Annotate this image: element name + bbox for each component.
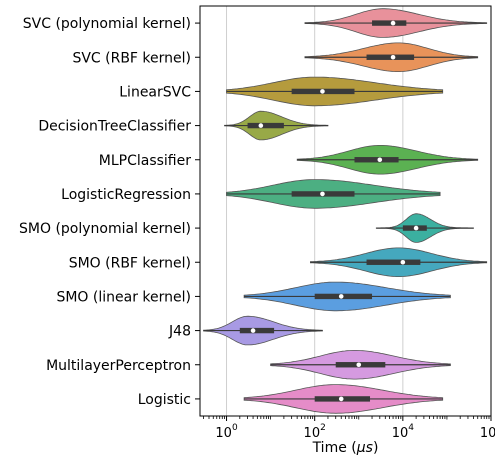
x-tick-label: 100 xyxy=(215,423,238,441)
violin-median xyxy=(390,20,396,26)
violin-6 xyxy=(375,213,474,243)
violin-median xyxy=(320,191,325,197)
violin-iqr-box xyxy=(247,122,284,129)
violin-5 xyxy=(226,179,441,209)
violin-4 xyxy=(296,144,479,175)
y-tick-label: LinearSVC xyxy=(119,84,191,100)
violin-3 xyxy=(224,110,329,141)
violin-9 xyxy=(203,315,323,346)
violin-median xyxy=(390,54,396,60)
violin-iqr-box xyxy=(366,54,415,60)
violin-median xyxy=(250,328,256,333)
y-tick-label: SMO (polynomial kernel) xyxy=(19,221,191,237)
x-tick-exponent: 4 xyxy=(408,423,414,433)
x-tick-base: 10 xyxy=(480,426,495,441)
violin-median xyxy=(377,157,383,163)
y-tick-label: J48 xyxy=(168,324,191,340)
y-tick-label: SMO (linear kernel) xyxy=(56,289,191,305)
violin-11 xyxy=(243,384,444,414)
violin-0 xyxy=(304,8,488,38)
x-axis-label-unit: μs xyxy=(356,440,373,456)
violin-iqr-box xyxy=(366,259,421,265)
y-tick-label: MLPClassifier xyxy=(99,153,191,169)
y-tick-label: DecisionTreeClassifier xyxy=(38,119,191,135)
violin-iqr-box xyxy=(372,20,407,26)
x-tick-label: 106 xyxy=(480,423,495,441)
y-tick-labels: SVC (polynomial kernel) SVC (RBF kernel) L… xyxy=(19,16,200,408)
violin-iqr-box xyxy=(354,157,399,163)
y-tick-label: LogisticRegression xyxy=(61,187,191,203)
violin-iqr-box xyxy=(239,327,275,334)
y-tick-label: MultilayerPerceptron xyxy=(46,358,191,374)
x-ticks: 100102104106 xyxy=(203,416,495,441)
violin-median xyxy=(338,396,344,402)
x-tick-base: 10 xyxy=(215,426,232,441)
x-tick-exponent: 2 xyxy=(320,423,326,433)
violin-2 xyxy=(226,76,444,107)
x-axis-label-close: ) xyxy=(373,440,378,456)
violin-7 xyxy=(309,247,488,278)
y-tick-label: Logistic xyxy=(138,392,191,408)
x-tick-exponent: 0 xyxy=(232,423,238,433)
x-tick-label: 104 xyxy=(392,423,415,441)
violin-median xyxy=(413,225,419,231)
x-tick-base: 10 xyxy=(304,426,321,441)
violins xyxy=(203,8,488,414)
x-tick-label: 102 xyxy=(304,423,326,441)
x-axis-label: Time (μs) xyxy=(312,440,379,456)
x-axis-label-main: Time ( xyxy=(312,440,357,456)
violin-median xyxy=(320,89,325,94)
y-tick-label: SVC (polynomial kernel) xyxy=(23,16,191,32)
violin-10 xyxy=(270,349,451,380)
violin-1 xyxy=(304,42,479,72)
y-tick-label: SVC (RBF kernel) xyxy=(72,50,191,66)
x-tick-base: 10 xyxy=(392,426,409,441)
violin-median xyxy=(400,259,406,265)
y-tick-label: SMO (RBF kernel) xyxy=(69,255,191,271)
violin-median xyxy=(356,362,362,368)
violin-median xyxy=(258,123,264,128)
violin-8 xyxy=(243,281,451,312)
violin-median xyxy=(338,294,344,299)
